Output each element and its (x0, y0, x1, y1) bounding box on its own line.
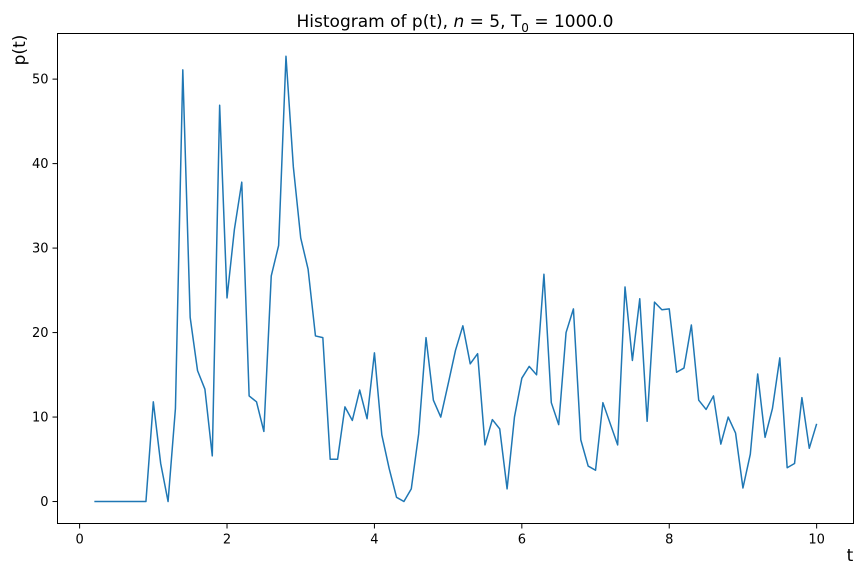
x-tick-label: 6 (518, 533, 526, 548)
x-tick-label: 10 (808, 533, 825, 548)
x-axis-label: t (847, 546, 854, 566)
chart-title: Histogram of p(t), n = 5, T0 = 1000.0 (297, 12, 614, 35)
y-tick-label: 30 (32, 242, 49, 257)
y-tick-label: 50 (32, 73, 49, 88)
x-tick-label: 2 (223, 533, 231, 548)
y-tick-label: 20 (32, 326, 49, 341)
x-tick-label: 0 (75, 533, 83, 548)
axis-ticks: 0 2 4 6 8 10 0 10 20 30 40 50 (32, 73, 825, 548)
chart-title-prefix: Histogram of p(t), (297, 12, 454, 32)
x-tick-label: 8 (665, 533, 673, 548)
series-line (94, 55, 818, 503)
chart-title-n-text: = 5, T (464, 12, 522, 32)
chart-title-n: n (453, 12, 464, 32)
chart-title-suffix: = 1000.0 (529, 12, 614, 32)
y-axis-label: p(t) (10, 35, 30, 66)
y-tick-label: 0 (40, 495, 48, 510)
x-tick-label: 4 (370, 533, 378, 548)
plot-frame (57, 33, 854, 524)
chart-title-subscript: 0 (521, 21, 529, 35)
y-tick-label: 10 (32, 411, 49, 426)
y-tick-label: 40 (32, 157, 49, 172)
